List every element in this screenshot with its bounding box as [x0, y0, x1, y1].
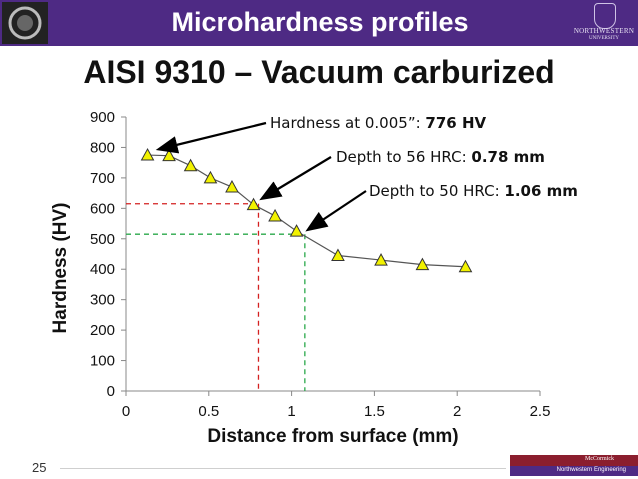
header-title: Microhardness profiles — [171, 7, 469, 37]
data-point — [203, 170, 218, 184]
y-tick-label: 400 — [90, 261, 115, 278]
annotation-depth-56: Depth to 56 HRC: 0.78 mm — [336, 148, 545, 166]
data-point — [374, 253, 388, 266]
y-tick-label: 100 — [90, 353, 115, 370]
x-axis-label: Distance from surface (mm) — [207, 426, 459, 447]
data-point — [225, 179, 239, 193]
annotation-arrow — [259, 156, 332, 201]
annotation-arrow — [155, 121, 267, 154]
y-axis-label: Hardness (HV) — [50, 202, 71, 334]
data-point — [331, 248, 345, 262]
slide-number: 25 — [32, 460, 47, 475]
x-tick-label: 0.5 — [198, 403, 219, 420]
x-tick-label: 2 — [453, 403, 461, 420]
logo-left — [2, 2, 48, 44]
y-tick-label: 600 — [90, 200, 115, 217]
footer-brand-top: McCormick — [510, 455, 638, 466]
annotation-depth-50: Depth to 50 HRC: 1.06 mm — [369, 182, 578, 200]
footer-brand-bottom: Northwestern Engineering — [510, 466, 638, 476]
y-tick-label: 0 — [107, 383, 115, 400]
x-tick-label: 1 — [287, 403, 295, 420]
data-point — [246, 197, 261, 211]
data-point — [289, 224, 304, 237]
annotation-arrow — [305, 190, 367, 232]
data-point — [183, 158, 198, 172]
university-sub: UNIVERSITY — [589, 36, 619, 41]
footer-divider — [60, 468, 506, 469]
x-tick-label: 0 — [122, 403, 130, 420]
university-seal-icon — [594, 3, 616, 29]
y-tick-label: 700 — [90, 170, 115, 187]
series-line — [147, 154, 466, 268]
data-point — [140, 148, 155, 161]
y-tick-label: 500 — [90, 231, 115, 248]
y-tick-label: 200 — [90, 322, 115, 339]
y-tick-label: 300 — [90, 292, 115, 309]
annotation-hardness: Hardness at 0.005”: 776 HV — [270, 114, 487, 132]
data-point — [458, 259, 473, 273]
header-bar: Microhardness profiles NORTHWESTERN UNIV… — [0, 0, 638, 46]
y-tick-label: 900 — [90, 109, 115, 126]
x-tick-label: 1.5 — [364, 403, 385, 420]
university-name: NORTHWESTERN — [573, 27, 635, 35]
data-point — [162, 148, 176, 162]
slide-subtitle: AISI 9310 – Vacuum carburized — [83, 54, 555, 90]
data-point — [415, 257, 430, 271]
data-point — [268, 208, 282, 222]
y-tick-label: 800 — [90, 139, 115, 156]
x-tick-label: 2.5 — [530, 403, 551, 420]
